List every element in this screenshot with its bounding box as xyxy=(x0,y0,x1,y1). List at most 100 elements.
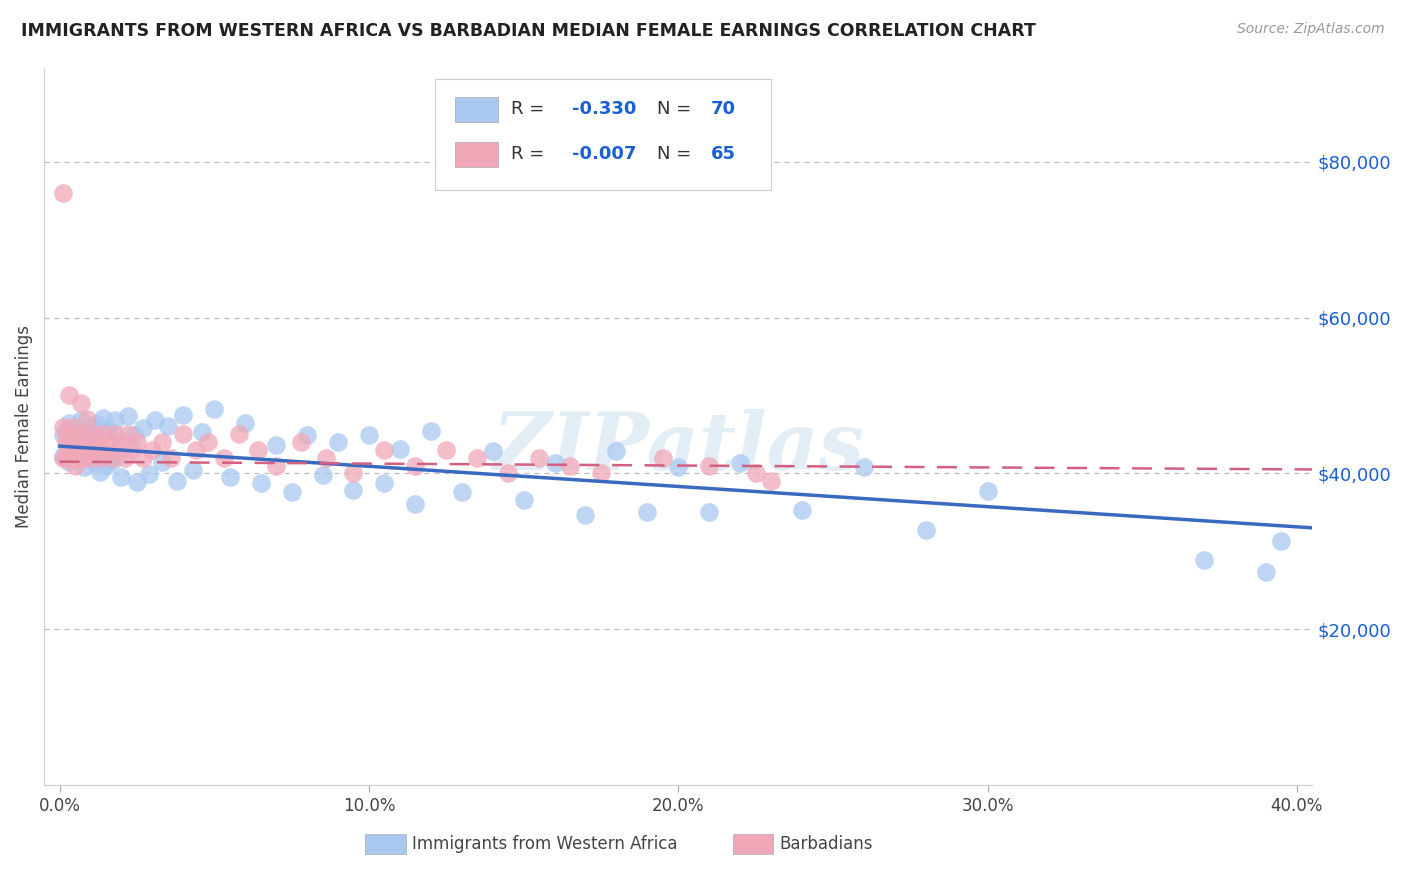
Point xyxy=(264,437,287,451)
Point xyxy=(55,450,77,465)
Point xyxy=(67,435,90,450)
Point xyxy=(527,450,550,465)
Point xyxy=(89,465,111,479)
Point xyxy=(404,458,426,473)
Text: Immigrants from Western Africa: Immigrants from Western Africa xyxy=(412,835,678,854)
Point xyxy=(70,442,93,457)
Point xyxy=(63,458,86,473)
Point xyxy=(342,467,364,481)
Point xyxy=(79,419,101,434)
Point xyxy=(465,450,488,465)
Point xyxy=(315,450,337,465)
Point xyxy=(52,419,75,434)
Point xyxy=(138,467,160,481)
Point xyxy=(697,505,720,519)
Point xyxy=(60,432,83,446)
Point xyxy=(107,442,129,457)
Text: -0.330: -0.330 xyxy=(572,100,636,119)
FancyBboxPatch shape xyxy=(733,834,773,855)
Point xyxy=(172,409,194,423)
Point xyxy=(184,442,207,457)
Point xyxy=(67,426,90,441)
Point xyxy=(512,492,534,507)
Point xyxy=(60,451,83,466)
Text: R =: R = xyxy=(510,145,550,163)
Point xyxy=(228,427,250,442)
Point xyxy=(117,409,139,423)
Point xyxy=(63,444,86,458)
Point xyxy=(67,450,90,465)
Point xyxy=(697,458,720,473)
Point xyxy=(311,467,333,482)
Point xyxy=(212,450,235,465)
Point xyxy=(122,428,145,442)
Text: -0.007: -0.007 xyxy=(572,145,636,163)
Point xyxy=(132,421,155,435)
Point xyxy=(202,402,225,417)
Point xyxy=(450,484,472,499)
FancyBboxPatch shape xyxy=(456,143,498,167)
Point xyxy=(58,417,80,431)
Text: 65: 65 xyxy=(711,145,737,163)
Point xyxy=(197,435,219,450)
Point xyxy=(91,427,114,442)
Point xyxy=(55,435,77,450)
Point xyxy=(434,442,457,457)
Point xyxy=(101,450,124,465)
Point xyxy=(120,442,142,457)
Point xyxy=(89,450,111,465)
Point xyxy=(104,413,127,427)
Point xyxy=(76,412,98,426)
FancyBboxPatch shape xyxy=(434,79,770,190)
Point xyxy=(543,456,565,470)
Point xyxy=(104,427,127,442)
Point xyxy=(52,449,75,463)
Point xyxy=(76,442,98,457)
Point xyxy=(404,497,426,511)
Point xyxy=(114,450,136,465)
Point xyxy=(218,469,240,483)
Point xyxy=(589,467,612,481)
Point xyxy=(83,427,105,442)
Point xyxy=(636,505,658,519)
Text: R =: R = xyxy=(510,100,550,119)
Point xyxy=(73,460,96,475)
Point xyxy=(98,435,121,450)
Point xyxy=(249,475,271,490)
Point xyxy=(280,485,302,500)
Point xyxy=(67,448,90,462)
Point xyxy=(264,458,287,473)
Point xyxy=(86,435,108,450)
Point xyxy=(373,475,395,490)
Point xyxy=(76,432,98,446)
Point xyxy=(63,420,86,434)
Point xyxy=(728,456,751,470)
Point xyxy=(58,388,80,402)
Point xyxy=(125,435,148,450)
Point xyxy=(73,427,96,442)
Point xyxy=(55,424,77,438)
Point xyxy=(342,483,364,498)
Point xyxy=(58,442,80,457)
Text: N =: N = xyxy=(657,100,690,119)
Point xyxy=(373,442,395,457)
Point xyxy=(357,428,380,442)
Point xyxy=(172,427,194,442)
Point xyxy=(70,396,93,410)
Point xyxy=(156,418,179,433)
Point xyxy=(744,467,766,481)
Point xyxy=(94,442,117,457)
Point xyxy=(101,454,124,468)
Text: Source: ZipAtlas.com: Source: ZipAtlas.com xyxy=(1237,22,1385,37)
Point xyxy=(160,450,183,465)
Point xyxy=(141,442,163,457)
Text: N =: N = xyxy=(657,145,690,163)
Point xyxy=(63,427,86,442)
Point xyxy=(605,444,627,458)
Point xyxy=(60,450,83,465)
Point xyxy=(852,460,875,475)
Point xyxy=(651,450,673,465)
Text: ZIPatlas: ZIPatlas xyxy=(492,409,865,487)
Point xyxy=(83,442,105,457)
Point xyxy=(91,410,114,425)
